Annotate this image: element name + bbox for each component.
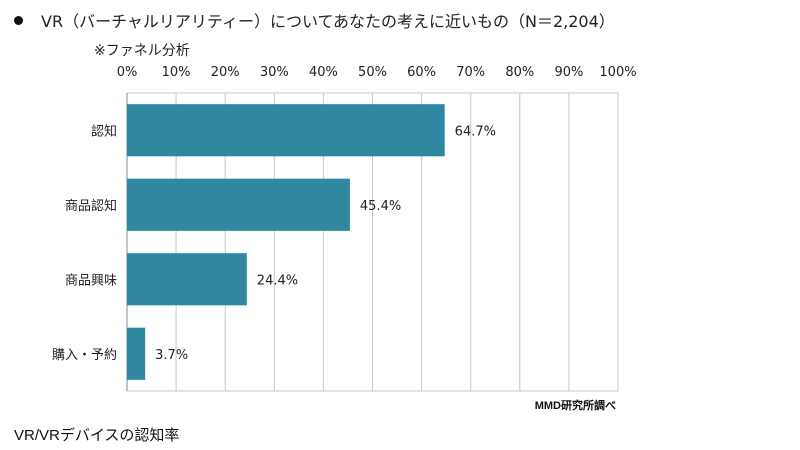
value-label: 24.4% bbox=[257, 273, 298, 288]
source-note: MMD研究所調べ bbox=[534, 400, 616, 412]
x-tick-label: 50% bbox=[358, 65, 387, 80]
bar bbox=[127, 327, 146, 380]
x-tick-label: 40% bbox=[309, 65, 338, 80]
x-tick-label: 90% bbox=[554, 65, 583, 80]
value-label: 3.7% bbox=[155, 348, 188, 363]
category-label: 購入・予約 bbox=[52, 348, 117, 363]
category-label: 商品認知 bbox=[65, 198, 117, 214]
chart-title-row: VR（バーチャルリアリティー）についてあなたの考えに近いもの（N＝2,204） bbox=[14, 8, 615, 32]
x-tick-label: 100% bbox=[599, 65, 636, 80]
bullet-icon bbox=[14, 15, 23, 25]
x-tick-label: 0% bbox=[117, 65, 138, 80]
x-tick-label: 10% bbox=[162, 65, 191, 80]
x-tick-label: 80% bbox=[505, 65, 534, 80]
category-label: 商品興味 bbox=[65, 273, 117, 288]
value-label: 45.4% bbox=[360, 199, 401, 214]
x-tick-label: 30% bbox=[260, 65, 289, 80]
bar bbox=[127, 104, 445, 157]
value-label: 64.7% bbox=[455, 124, 496, 139]
x-tick-label: 70% bbox=[456, 65, 485, 80]
category-label: 認知 bbox=[91, 123, 117, 139]
image-caption: VR/VRデバイスの認知率 bbox=[14, 427, 180, 444]
chart-title: VR（バーチャルリアリティー）についてあなたの考えに近いもの（N＝2,204） bbox=[41, 12, 615, 31]
chart-subtitle: ※ファネル分析 bbox=[94, 43, 190, 59]
x-tick-label: 20% bbox=[211, 65, 240, 80]
bar bbox=[127, 178, 350, 231]
bar bbox=[127, 253, 247, 306]
x-tick-label: 60% bbox=[407, 65, 436, 80]
